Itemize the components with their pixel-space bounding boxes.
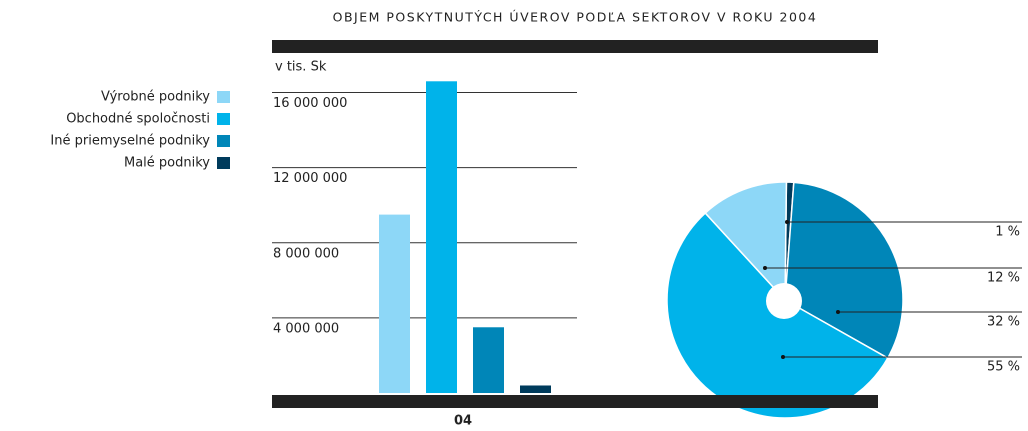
y-tick-label: 8 000 000 xyxy=(273,246,339,261)
pie-hole xyxy=(766,283,802,319)
leader-dot xyxy=(763,266,767,270)
legend-swatch xyxy=(217,91,230,103)
legend-label: Malé podniky xyxy=(124,156,210,171)
legend-swatch xyxy=(217,157,230,169)
pie-label: 1 % xyxy=(995,225,1020,240)
chart-title: OBJEM POSKYTNUTÝCH ÚVEROV PODĽA SEKTOROV… xyxy=(333,10,818,25)
pie-slice xyxy=(784,181,904,360)
legend-label: Iné priemyselné podniky xyxy=(50,134,210,149)
pie-label: 32 % xyxy=(987,315,1020,330)
bar xyxy=(379,214,410,393)
legend-swatch xyxy=(217,113,230,125)
y-tick-label: 12 000 000 xyxy=(273,171,347,186)
pie-label: 55 % xyxy=(987,360,1020,375)
leader-dot xyxy=(785,220,789,224)
bar xyxy=(426,81,457,394)
x-tick-label: 04 xyxy=(454,414,472,428)
legend-label: Obchodné spoločnosti xyxy=(66,112,210,127)
y-tick-label: 16 000 000 xyxy=(273,96,347,111)
bottom-band xyxy=(272,395,878,408)
top-band xyxy=(272,40,878,53)
legend-swatch xyxy=(217,135,230,147)
bar xyxy=(520,385,551,393)
bar xyxy=(473,327,504,393)
pie-slice xyxy=(704,181,788,302)
y-tick-label: 4 000 000 xyxy=(273,321,339,336)
leader-dot xyxy=(781,355,785,359)
y-axis-label: v tis. Sk xyxy=(275,60,327,75)
pie-label: 12 % xyxy=(987,271,1020,286)
legend-label: Výrobné podniky xyxy=(101,90,210,105)
leader-dot xyxy=(836,310,840,314)
